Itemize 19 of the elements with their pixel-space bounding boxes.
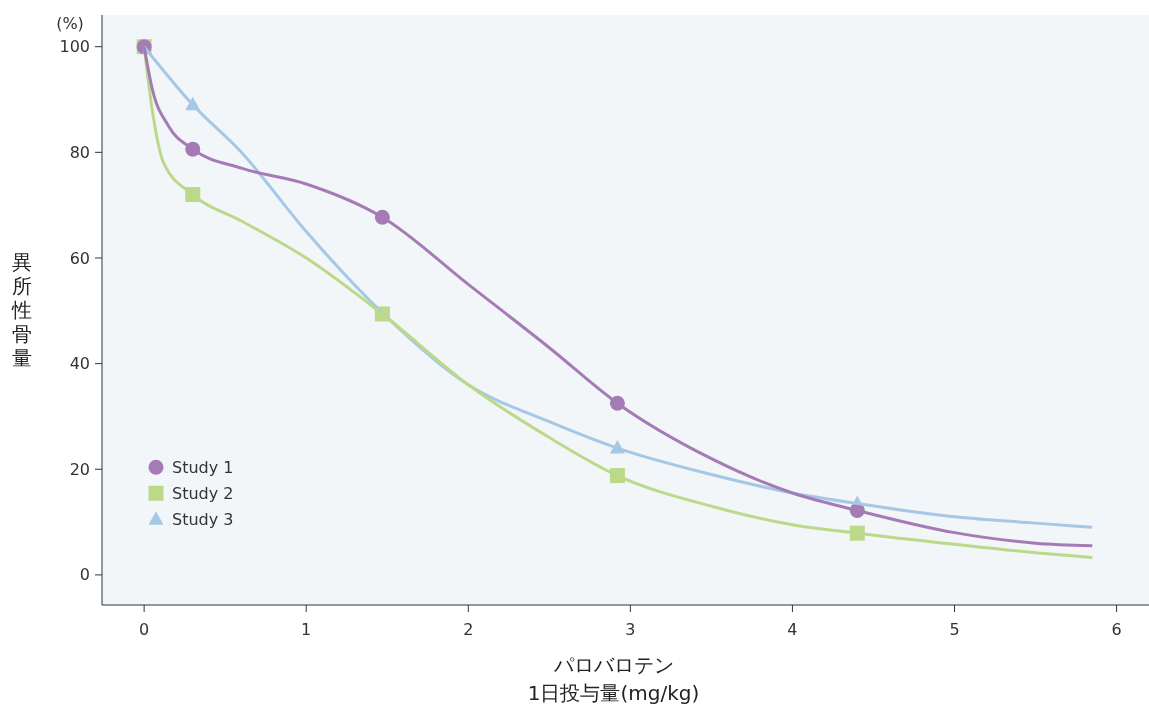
y-tick-label: 80	[69, 142, 90, 162]
x-tick-label: 5	[949, 620, 960, 639]
y-tick-label: 0	[79, 565, 90, 585]
y-tick-label: 40	[69, 354, 90, 374]
x-axis-title: パロバロテン 1日投与量(mg/kg)	[527, 653, 700, 705]
y-tick-label: 60	[69, 248, 90, 268]
text: (%)	[56, 14, 84, 33]
x-tick-label: 2	[463, 620, 474, 639]
legend-label: Study 2	[172, 483, 234, 503]
legend-label: Study 3	[172, 509, 234, 529]
y-axis-title: 異所性骨量	[11, 250, 32, 370]
x-tick-label: 6	[1111, 620, 1122, 639]
y-tick-label: 20	[69, 459, 90, 479]
legend-label: Study 1	[172, 457, 234, 477]
x-tick-label: 0	[139, 620, 150, 639]
x-tick-label: 1	[301, 620, 312, 639]
x-tick-label: 4	[787, 620, 798, 639]
x-tick-label: 3	[625, 620, 636, 639]
y-tick-label: 100	[59, 37, 90, 57]
